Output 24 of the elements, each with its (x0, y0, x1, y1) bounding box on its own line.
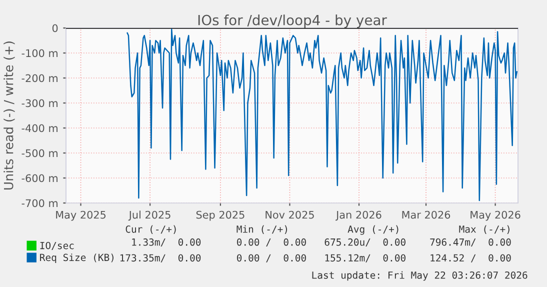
y-tick-label: -500 m (22, 149, 58, 158)
y-tick-label: -600 m (22, 174, 58, 182)
y-axis-title: Units read (-) / write (+) (4, 42, 15, 190)
legend-label: IO/sec (40, 242, 74, 250)
legend-label: Req Size (KB) (40, 254, 114, 264)
y-tick-label: -200 m (22, 74, 58, 82)
text: Cur (-/+) Min (-/+) Avg (-/+) Max (-/+) (126, 225, 510, 235)
x-tick-label: Mar 2026 (402, 210, 450, 219)
line-series (126, 28, 518, 202)
text: 1.33m/ 0.00 0.00 / 0.00 675.20u/ 0.00 796.47m/ 0.00 (132, 238, 511, 247)
x-tick-label: Sep 2025 (196, 210, 244, 221)
x-tick-label: Nov 2025 (266, 210, 314, 219)
y-tick-label: -700 m (22, 199, 58, 208)
y-tick-label: -300 m (22, 99, 58, 108)
y-tick-label: -400 m (22, 124, 58, 132)
x-tick-label: Jul 2025 (128, 210, 170, 221)
y-tick-label: -100 m (22, 49, 58, 58)
text: Last update: Fri May 22 03:26:07 2026 (312, 271, 528, 281)
chart-title: IOs for /dev/loop4 - by year (198, 14, 387, 28)
x-tick-label: May 2025 (56, 210, 106, 221)
x-tick-label: Jan 2026 (336, 210, 382, 221)
y-tick-label: 0 (52, 24, 58, 32)
text: 173.35m/ 0.00 0.00 / 0.00 155.12m/ 0.00 124.52 / 0.00 (120, 254, 511, 262)
x-tick-label: May 2026 (470, 210, 520, 221)
